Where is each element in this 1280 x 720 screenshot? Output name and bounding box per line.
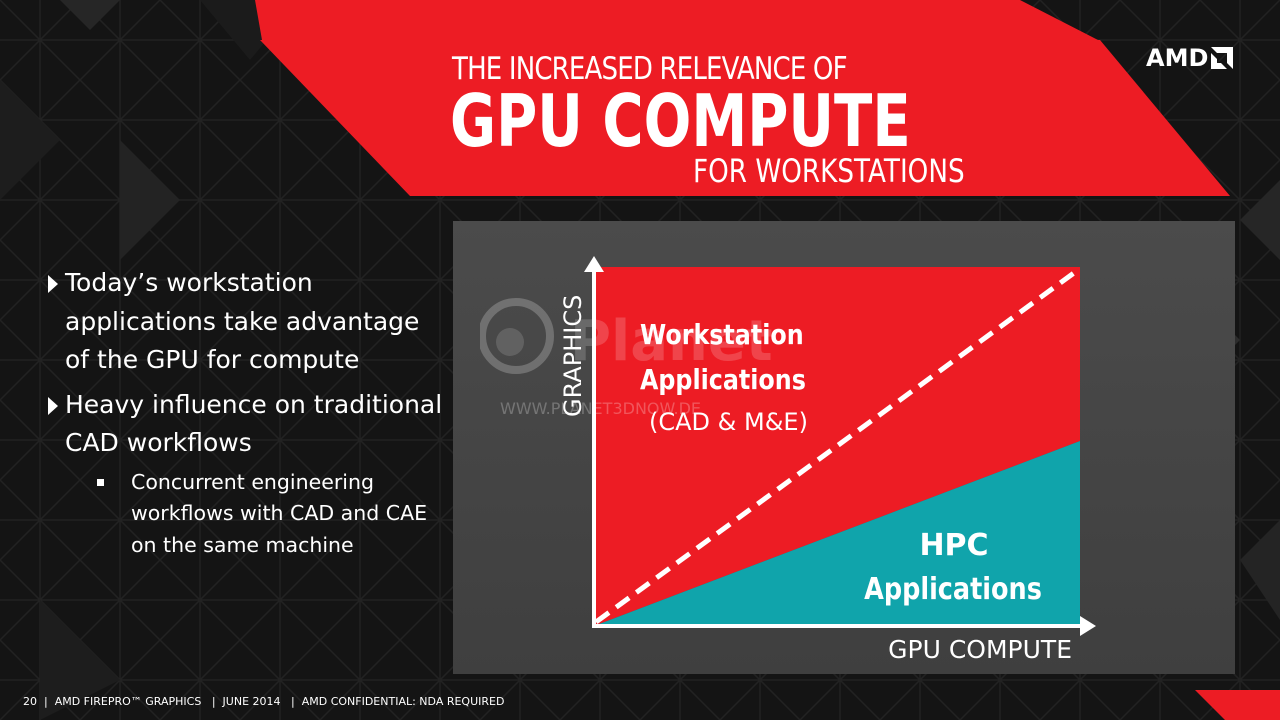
title-banner <box>260 40 1230 196</box>
amd-logo-text: AMD <box>1146 44 1209 72</box>
bullet-text: Today’s workstation applications take ad… <box>65 268 420 374</box>
y-axis-label: GRAPHICS <box>559 295 587 417</box>
hpc-label-line1: HPC <box>919 528 988 563</box>
x-axis-arrow-icon <box>1080 616 1096 636</box>
x-axis-label: GPU COMPUTE <box>888 635 1072 664</box>
hpc-region <box>594 441 1080 626</box>
sub-bullet-item: Concurrent engineering workflows with CA… <box>44 467 444 562</box>
footer-product: AMD FIREPRO™ GRAPHICS <box>54 695 202 708</box>
square-bullet-icon <box>97 478 104 486</box>
corner-accent <box>1195 690 1280 720</box>
bullet-text: Heavy influence on traditional CAD workf… <box>65 389 443 458</box>
bullet-item: Heavy influence on traditional CAD workf… <box>44 386 444 463</box>
hpc-label-line2: Applications <box>864 571 1042 607</box>
workstation-region <box>594 267 1080 626</box>
footer-date: JUNE 2014 <box>222 695 281 708</box>
title-line-2: GPU COMPUTE <box>450 79 911 163</box>
footer: 20 | AMD FIREPRO™ GRAPHICS | JUNE 2014 |… <box>23 695 505 708</box>
title-line-1: THE INCREASED RELEVANCE OF <box>452 51 848 87</box>
amd-arrow-icon <box>1211 47 1234 69</box>
bullet-item: Today’s workstation applications take ad… <box>44 264 444 380</box>
triangle-bullet-icon <box>48 275 58 293</box>
amd-logo: AMD <box>1146 44 1234 72</box>
footer-page-number: 20 <box>23 695 37 708</box>
triangle-bullet-icon <box>48 396 58 415</box>
workstation-label-line1: Workstation <box>640 319 804 351</box>
bullet-list: Today’s workstation applications take ad… <box>44 264 444 561</box>
workstation-label-line3: (CAD & M&E) <box>649 408 808 436</box>
title-line-3: FOR WORKSTATIONS <box>693 152 965 190</box>
workstation-label-line2: Applications <box>640 364 806 396</box>
sub-bullet-text: Concurrent engineering workflows with CA… <box>131 469 428 557</box>
y-axis-arrow-icon <box>584 256 604 272</box>
footer-confidential: AMD CONFIDENTIAL: NDA REQUIRED <box>301 695 505 708</box>
